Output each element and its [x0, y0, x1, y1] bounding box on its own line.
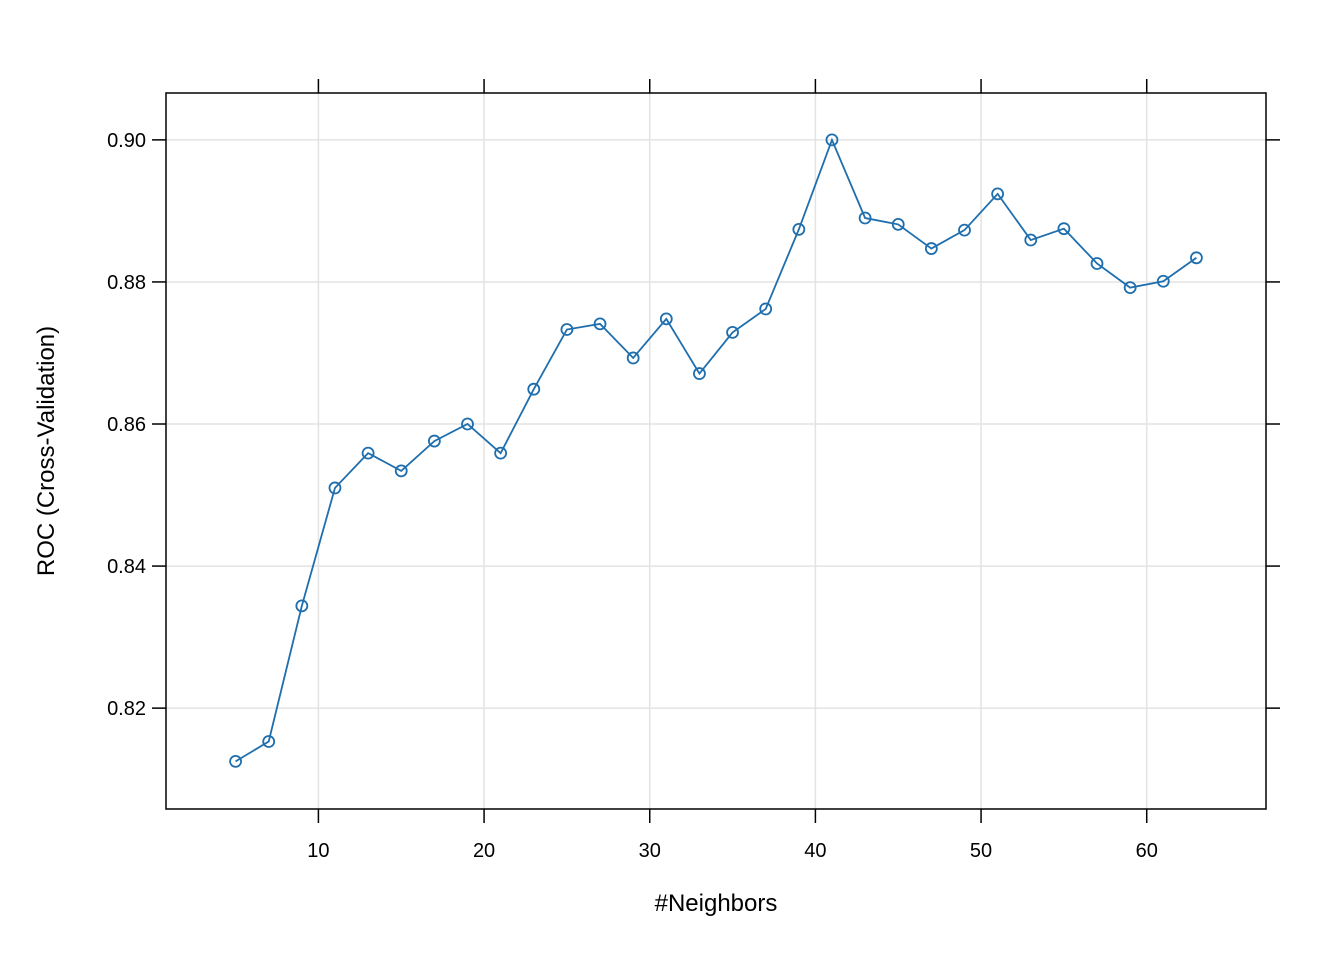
data-point	[759, 302, 773, 316]
y-tick-label: 0.82	[107, 698, 146, 720]
y-tick-label: 0.88	[107, 272, 146, 294]
x-tick-label: 30	[639, 840, 661, 862]
data-point	[1057, 222, 1071, 236]
data-point	[991, 187, 1005, 201]
data-point	[427, 434, 441, 448]
x-axis-title: #Neighbors	[655, 890, 778, 917]
data-point	[1190, 251, 1203, 265]
data-point	[494, 446, 508, 460]
y-tick-label: 0.86	[107, 414, 146, 436]
axis-ticks: 10 20 30 40 50 60 0.82 0.84 0.86 0.88 0.90	[107, 79, 1280, 862]
y-tick-label: 0.84	[107, 556, 146, 578]
data-point	[328, 481, 342, 495]
x-tick-label: 40	[804, 840, 826, 862]
y-tick-label: 0.90	[107, 130, 146, 152]
plot-frame	[165, 92, 1267, 810]
y-axis-title: ROC (Cross-Validation)	[33, 326, 60, 576]
data-point	[1090, 257, 1104, 270]
x-tick-label: 60	[1136, 840, 1158, 862]
grid	[166, 93, 1266, 809]
series-line	[235, 137, 1197, 763]
series-roc	[229, 133, 1203, 768]
data-point	[693, 367, 706, 380]
x-tick-label: 20	[473, 840, 495, 862]
data-point	[394, 464, 408, 478]
data-point	[825, 133, 839, 147]
data-point	[295, 599, 309, 613]
data-point	[527, 382, 541, 396]
data-point	[626, 351, 640, 365]
data-point	[560, 323, 574, 336]
data-point	[792, 222, 806, 236]
data-point	[229, 755, 242, 768]
data-point	[1123, 281, 1137, 295]
data-point	[593, 317, 607, 331]
x-tick-label: 50	[970, 840, 992, 862]
data-point	[659, 312, 673, 326]
data-point	[858, 211, 872, 225]
data-point	[461, 417, 474, 431]
data-point	[1024, 233, 1038, 247]
data-point	[924, 242, 938, 255]
data-point	[726, 325, 739, 339]
data-point	[891, 218, 905, 231]
x-tick-label: 10	[307, 840, 329, 862]
data-point	[958, 223, 971, 237]
data-point	[361, 446, 375, 460]
data-point	[262, 735, 276, 748]
data-point	[1156, 274, 1170, 288]
